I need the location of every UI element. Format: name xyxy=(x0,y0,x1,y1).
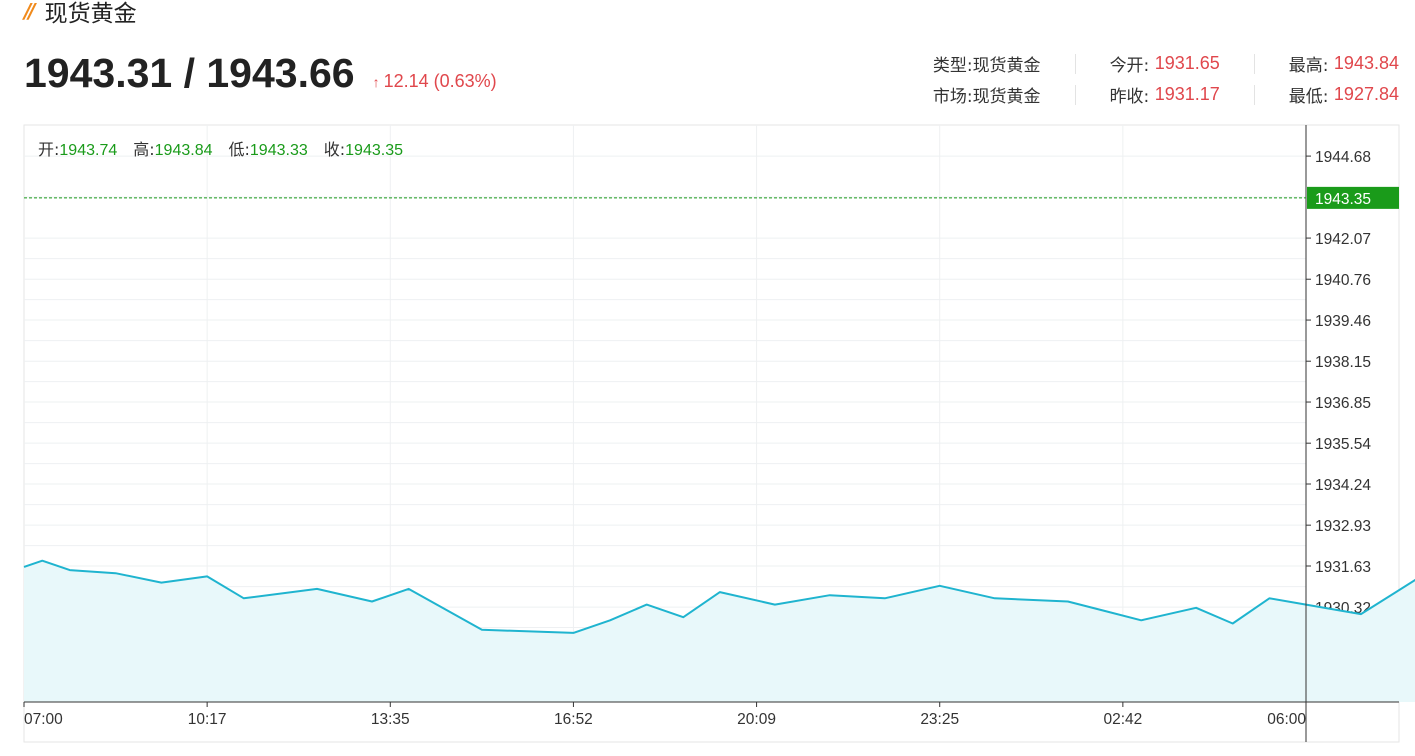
stat-market-value: 现货黄金 xyxy=(972,87,1041,107)
stat-low-label: 最低: xyxy=(1288,87,1329,107)
divider xyxy=(1253,84,1255,105)
ohlc-low-value: 1943.33 xyxy=(249,142,308,159)
ohlc-close-label: 收: xyxy=(323,140,346,159)
y-tick-label: 1936.85 xyxy=(1315,395,1371,412)
y-tick-label: 1942.07 xyxy=(1315,231,1371,248)
ohlc-low-label: 低: xyxy=(228,140,250,159)
stat-open-label: 今开: xyxy=(1109,56,1150,76)
stat-prev-close: 昨收: 1931.17 xyxy=(1110,82,1220,107)
bid-ask-price: 1943.31 / 1943.66 xyxy=(24,50,355,96)
x-tick-label: 13:35 xyxy=(371,711,410,728)
ohlc-low: 低:1943.33 xyxy=(229,136,308,160)
price-line xyxy=(23,559,1415,634)
stat-type-value: 现货黄金 xyxy=(972,56,1041,76)
stat-low-value: 1927.84 xyxy=(1333,84,1399,104)
stat-high: 最高: 1943.84 xyxy=(1289,51,1399,76)
ohlc-open-label: 开: xyxy=(38,140,60,159)
chart-frame xyxy=(23,124,1400,743)
ohlc-close-value: 1943.35 xyxy=(345,142,403,159)
stat-high-value: 1943.84 xyxy=(1333,53,1399,73)
stats-row-2: 市场: 现货黄金 昨收: 1931.17 最低: 1927.84 xyxy=(933,79,1399,110)
x-tick-label: 06:00 xyxy=(1267,711,1306,728)
price-change: ↑ 12.14 (0.63%) xyxy=(373,71,497,92)
stat-high-label: 最高: xyxy=(1288,56,1329,76)
title-row: // 现货黄金 xyxy=(24,0,137,28)
stats-row-1: 类型: 现货黄金 今开: 1931.65 最高: 1943.84 xyxy=(933,48,1399,79)
title-slash-icon: // xyxy=(24,0,35,23)
stat-prev-close-label: 昨收: xyxy=(1109,87,1150,107)
y-tick-label: 1944.68 xyxy=(1315,149,1371,166)
ohlc-high: 高:1943.84 xyxy=(133,136,212,160)
last-price-label: 1943.35 xyxy=(1315,191,1371,208)
y-tick-label: 1931.63 xyxy=(1315,559,1371,576)
stat-prev-close-value: 1931.17 xyxy=(1154,84,1220,104)
y-tick-label: 1934.24 xyxy=(1315,477,1371,494)
price-change-value: 12.14 (0.63%) xyxy=(383,71,497,91)
ohlc-close: 收:1943.35 xyxy=(324,136,403,160)
y-tick-label: 1935.54 xyxy=(1315,436,1371,453)
divider xyxy=(1074,84,1076,105)
ohlc-high-value: 1943.84 xyxy=(154,142,213,159)
arrow-up-icon: ↑ xyxy=(372,74,380,90)
price-row: 1943.31 / 1943.66 ↑ 12.14 (0.63%) xyxy=(24,50,497,97)
ohlc-open: 开:1943.74 xyxy=(38,136,117,160)
stat-open: 今开: 1931.65 xyxy=(1110,51,1220,76)
stat-type: 类型: 现货黄金 xyxy=(933,51,1041,76)
x-tick-label: 23:25 xyxy=(920,711,959,728)
stat-low: 最低: 1927.84 xyxy=(1289,82,1399,107)
x-tick-label: 16:52 xyxy=(554,711,593,728)
stat-market: 市场: 现货黄金 xyxy=(933,82,1041,107)
y-tick-label: 1938.15 xyxy=(1315,354,1371,371)
ohlc-high-label: 高: xyxy=(133,140,155,159)
x-tick-label: 20:09 xyxy=(737,711,776,728)
y-tick-label: 1932.93 xyxy=(1315,518,1371,535)
divider xyxy=(1253,53,1255,74)
x-tick-label: 07:00 xyxy=(24,711,63,728)
stat-open-value: 1931.65 xyxy=(1154,53,1220,73)
page-title: 现货黄金 xyxy=(44,1,137,27)
x-tick-label: 02:42 xyxy=(1103,711,1142,728)
stat-type-label: 类型: xyxy=(932,56,973,76)
ohlc-readout: 开:1943.74 高:1943.84 低:1943.33 收:1943.35 xyxy=(38,136,403,160)
quote-stats: 类型: 现货黄金 今开: 1931.65 最高: 1943.84 市场: 现货黄… xyxy=(933,48,1399,110)
y-tick-label: 1939.46 xyxy=(1315,313,1371,330)
x-tick-label: 10:17 xyxy=(188,711,227,728)
y-tick-label: 1940.76 xyxy=(1315,272,1371,289)
ohlc-open-value: 1943.74 xyxy=(59,142,118,159)
price-area xyxy=(24,560,1415,702)
stat-market-label: 市场: xyxy=(932,87,973,107)
divider xyxy=(1074,53,1076,74)
last-price-badge xyxy=(1307,186,1399,209)
